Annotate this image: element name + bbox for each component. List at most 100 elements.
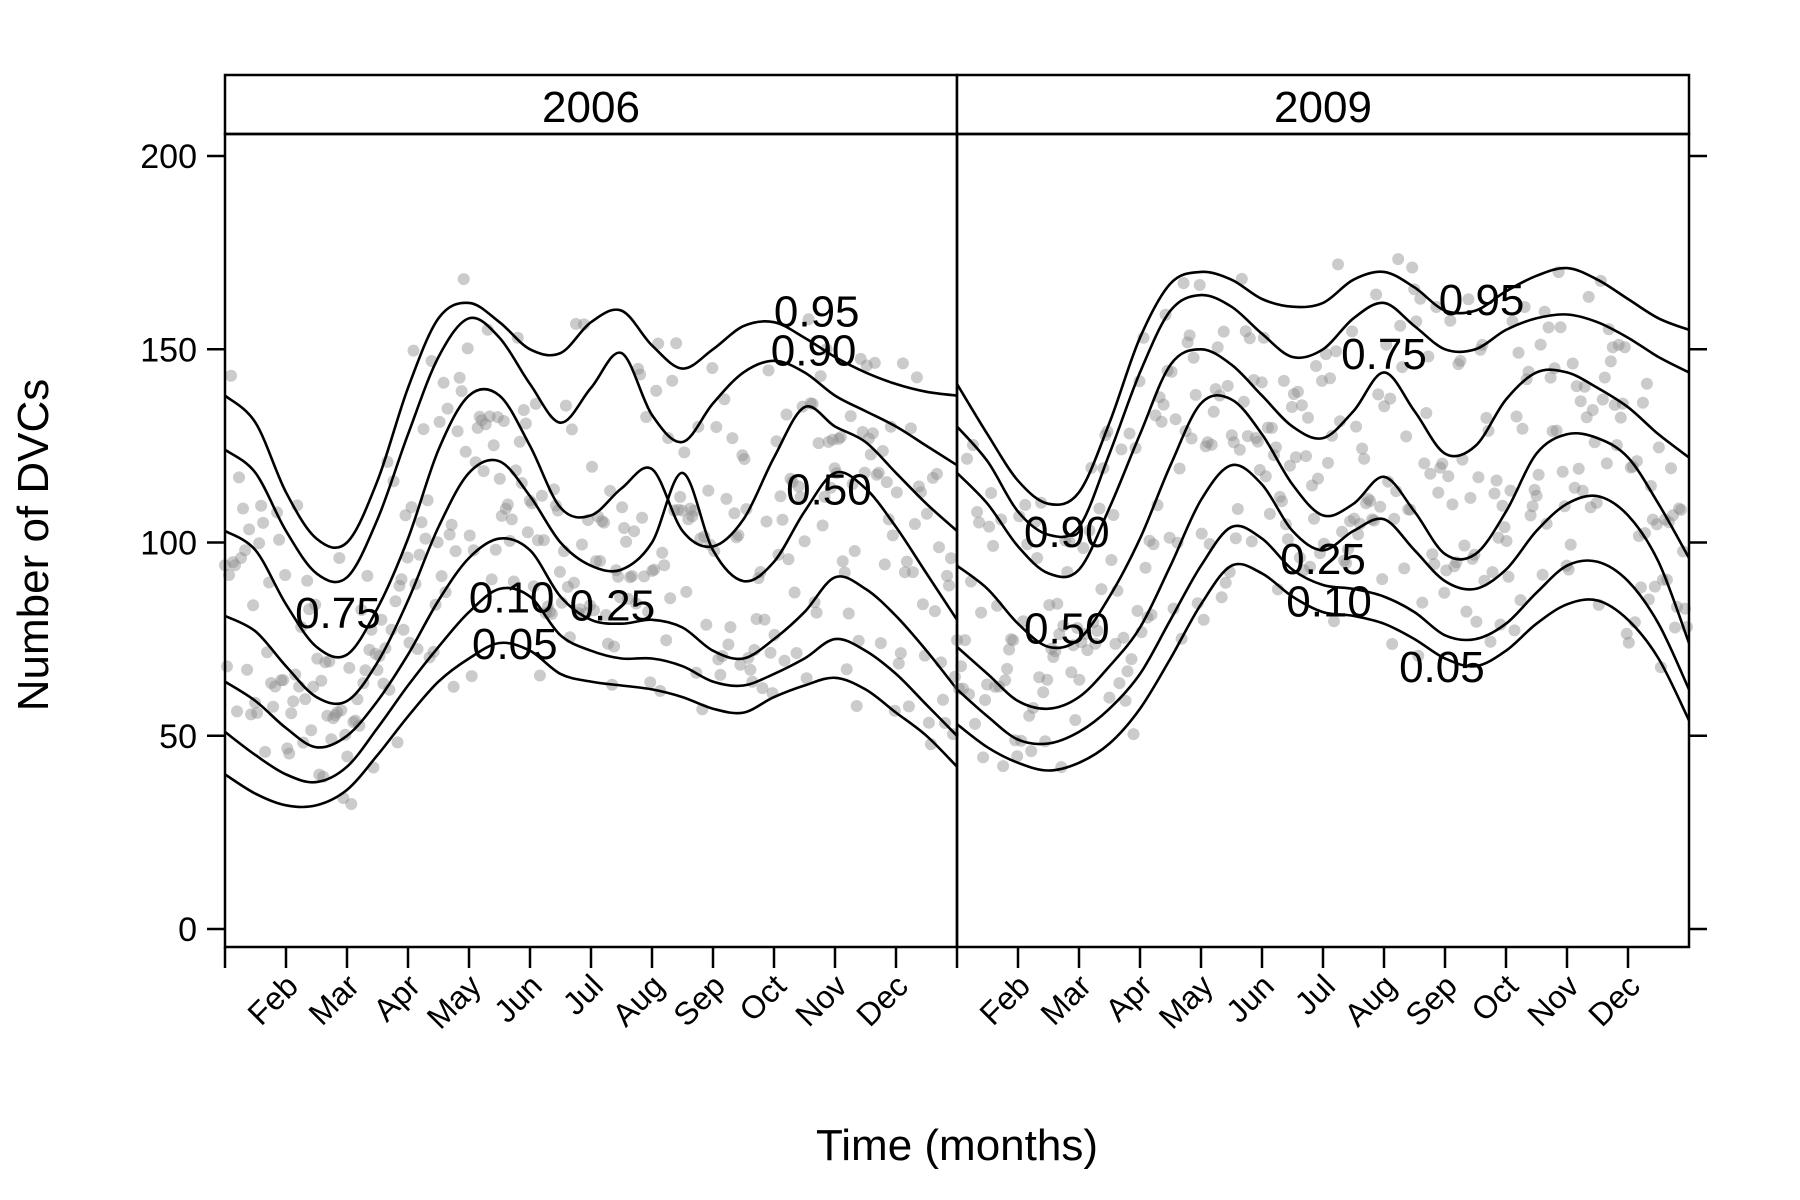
data-point: [243, 523, 256, 536]
x-tick-label: Oct: [1464, 967, 1525, 1028]
data-point: [1237, 395, 1250, 408]
data-point: [321, 709, 334, 722]
data-point: [1285, 401, 1298, 413]
data-point: [477, 465, 490, 478]
quantile-curve-0.75: [956, 347, 1690, 579]
data-point: [588, 604, 600, 617]
data-point: [1199, 440, 1212, 453]
data-point: [533, 669, 546, 682]
curve-label: 0.05: [472, 620, 558, 669]
x-tick-label: Feb: [973, 967, 1037, 1031]
data-point: [1454, 354, 1467, 367]
y-tick-label: 0: [178, 911, 197, 949]
data-point: [802, 313, 815, 326]
data-point: [1436, 457, 1449, 470]
data-point: [1261, 421, 1274, 434]
data-point: [1117, 631, 1130, 644]
data-point: [1416, 596, 1429, 609]
data-point: [273, 533, 286, 546]
data-point: [1422, 350, 1435, 363]
data-point: [1177, 277, 1190, 290]
data-point: [1241, 430, 1254, 443]
data-point: [565, 423, 578, 436]
quantile-curve-0.05: [224, 641, 958, 809]
data-point: [543, 605, 556, 618]
data-point: [1312, 472, 1324, 485]
data-point: [594, 555, 606, 567]
data-point: [443, 528, 456, 541]
data-point: [1554, 321, 1567, 334]
data-point: [459, 445, 472, 458]
curve-labels-2006: 0.950.90 0.50 0.75 0.10 0.250.05: [295, 288, 872, 669]
data-point: [1370, 288, 1383, 301]
data-point: [1598, 371, 1611, 384]
data-point: [1207, 405, 1220, 418]
x-tick-label: Aug: [605, 967, 671, 1033]
data-point: [1612, 338, 1625, 351]
data-point: [525, 497, 538, 510]
data-point: [1572, 462, 1585, 475]
quantile-curve-0.05: [956, 562, 1691, 772]
data-point: [1322, 456, 1334, 469]
data-point: [1556, 465, 1569, 478]
data-point: [395, 573, 408, 586]
data-point: [1316, 374, 1328, 387]
data-point: [878, 558, 891, 571]
data-point: [1446, 498, 1459, 511]
curve-label: 0.05: [1399, 643, 1485, 692]
data-point: [1113, 677, 1126, 690]
y-tick-group: 0 50 100 150 200: [140, 138, 225, 949]
data-point: [311, 652, 324, 665]
data-point: [1620, 627, 1633, 640]
data-point: [345, 798, 358, 810]
data-point: [1041, 673, 1054, 686]
curve-label: 0.90: [771, 326, 857, 375]
data-point: [1667, 509, 1679, 522]
curve-label: 0.25: [1280, 535, 1366, 584]
data-point: [702, 484, 715, 497]
data-point: [1508, 624, 1521, 637]
data-point: [247, 599, 260, 612]
x-tick-label: Aug: [1337, 967, 1403, 1033]
data-point: [399, 509, 412, 522]
data-point: [1652, 441, 1665, 454]
data-point: [259, 745, 272, 758]
data-point: [734, 658, 747, 671]
data-point: [762, 364, 775, 377]
data-point: [513, 435, 526, 448]
y-axis: 0 50 100 150 200 Number of DVCs: [9, 138, 1707, 949]
data-point: [1053, 628, 1066, 641]
data-point: [267, 700, 280, 713]
data-point: [866, 427, 879, 440]
data-point: [1524, 509, 1537, 522]
data-point: [1544, 371, 1557, 384]
data-point: [1608, 398, 1621, 411]
data-point: [275, 674, 288, 687]
data-point: [1065, 666, 1078, 679]
data-point: [1490, 474, 1503, 487]
data-point: [1253, 464, 1266, 476]
data-point: [1502, 570, 1515, 583]
curve-label: 0.95: [774, 288, 860, 337]
strip-label-2009: 2009: [1274, 83, 1372, 132]
data-point: [1406, 261, 1419, 274]
data-point: [1648, 580, 1661, 593]
data-point: [744, 663, 757, 676]
data-point: [447, 680, 460, 693]
data-point: [977, 751, 990, 764]
data-point: [1540, 517, 1553, 530]
data-point: [1211, 341, 1224, 354]
data-point: [1107, 509, 1120, 521]
data-point: [1568, 481, 1581, 494]
data-point: [728, 507, 741, 520]
data-point: [501, 498, 514, 511]
data-point: [1121, 665, 1134, 678]
data-point: [764, 646, 777, 659]
data-point: [1432, 486, 1445, 499]
data-point: [473, 410, 486, 423]
data-point: [1364, 495, 1377, 507]
data-point: [616, 501, 629, 514]
data-point: [363, 643, 376, 656]
data-point: [1344, 515, 1357, 528]
